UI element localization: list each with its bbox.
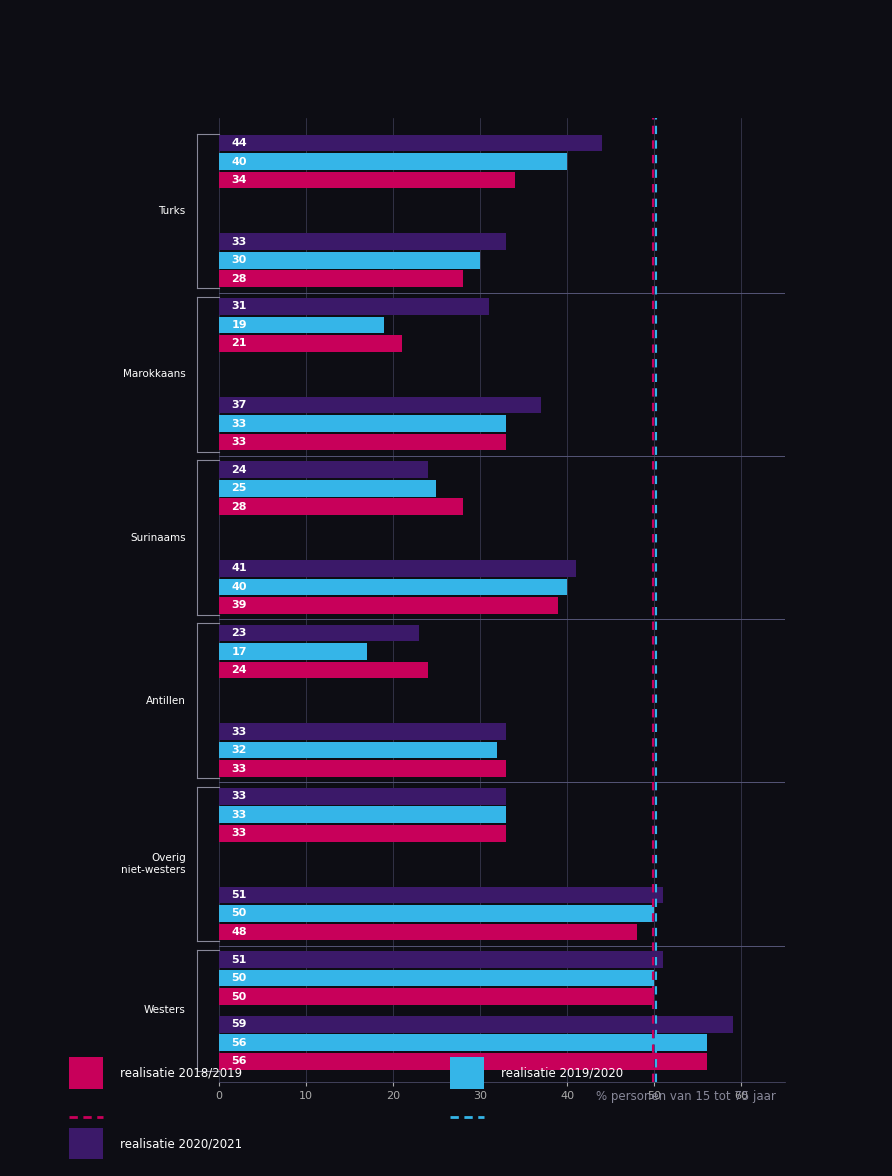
Bar xyxy=(219,270,463,287)
Text: 24: 24 xyxy=(232,664,247,675)
Bar xyxy=(219,742,498,759)
Text: 32: 32 xyxy=(232,746,247,755)
Text: 56: 56 xyxy=(232,1037,247,1048)
Text: 19: 19 xyxy=(232,320,247,330)
Bar xyxy=(219,415,506,432)
Bar xyxy=(219,153,567,171)
Text: 50: 50 xyxy=(232,908,247,918)
Text: 39: 39 xyxy=(232,600,247,610)
Bar xyxy=(219,643,367,660)
Bar xyxy=(219,396,541,414)
Text: 50: 50 xyxy=(232,991,247,1002)
Text: 30: 30 xyxy=(232,255,247,266)
Bar xyxy=(219,970,654,987)
Bar xyxy=(219,788,506,804)
Text: 51: 51 xyxy=(232,890,247,900)
Text: realisatie 2018/2019: realisatie 2018/2019 xyxy=(120,1067,242,1080)
Text: 51: 51 xyxy=(232,955,247,964)
Bar xyxy=(70,1128,103,1160)
Text: 56: 56 xyxy=(232,1056,247,1067)
Text: 33: 33 xyxy=(232,437,247,447)
Bar xyxy=(219,951,663,968)
Text: 17: 17 xyxy=(232,647,247,656)
Bar xyxy=(219,434,506,450)
Bar xyxy=(219,662,427,679)
Text: 33: 33 xyxy=(232,763,247,774)
Text: 31: 31 xyxy=(232,301,247,312)
Bar xyxy=(219,923,637,940)
Text: 33: 33 xyxy=(232,828,247,838)
Text: realisatie 2019/2020: realisatie 2019/2020 xyxy=(501,1067,624,1080)
Text: Marokkaans: Marokkaans xyxy=(123,369,186,379)
Bar xyxy=(219,760,506,777)
Text: 25: 25 xyxy=(232,483,247,493)
Text: 33: 33 xyxy=(232,236,247,247)
Bar xyxy=(219,234,506,250)
Bar xyxy=(219,172,515,188)
Text: Antillen: Antillen xyxy=(146,696,186,706)
Bar xyxy=(219,597,558,614)
Bar xyxy=(219,1016,732,1033)
Bar xyxy=(219,135,602,152)
Text: realisatie 2020/2021: realisatie 2020/2021 xyxy=(120,1137,242,1150)
Text: Surinaams: Surinaams xyxy=(130,533,186,542)
Bar xyxy=(219,826,506,842)
Bar xyxy=(219,461,427,479)
Text: 24: 24 xyxy=(232,465,247,475)
Text: 44: 44 xyxy=(232,138,247,148)
Text: 33: 33 xyxy=(232,791,247,801)
Text: Westers: Westers xyxy=(144,1005,186,1015)
Text: 34: 34 xyxy=(232,175,247,185)
Bar xyxy=(219,252,480,268)
Bar xyxy=(219,906,654,922)
Bar xyxy=(219,299,489,315)
Bar xyxy=(219,579,567,595)
Text: 37: 37 xyxy=(232,400,247,410)
Text: 40: 40 xyxy=(232,156,247,167)
Text: 28: 28 xyxy=(232,274,247,283)
Text: Overig
niet-westers: Overig niet-westers xyxy=(121,854,186,875)
Bar xyxy=(219,335,401,352)
Bar xyxy=(219,887,663,903)
Bar xyxy=(219,624,419,641)
Text: 21: 21 xyxy=(232,339,247,348)
Text: 33: 33 xyxy=(232,727,247,736)
Bar xyxy=(219,560,576,576)
Text: 41: 41 xyxy=(232,563,247,574)
Bar xyxy=(219,807,506,823)
Text: 48: 48 xyxy=(232,927,247,937)
Bar xyxy=(219,1053,706,1070)
Text: 33: 33 xyxy=(232,419,247,428)
Text: Turks: Turks xyxy=(159,206,186,216)
Bar xyxy=(219,988,654,1005)
Bar xyxy=(450,1057,484,1089)
Bar xyxy=(219,723,506,740)
Text: 59: 59 xyxy=(232,1020,247,1029)
Bar xyxy=(219,1035,706,1051)
Text: % personen van 15 tot 75 jaar: % personen van 15 tot 75 jaar xyxy=(596,1090,776,1103)
Text: 40: 40 xyxy=(232,582,247,592)
Text: 23: 23 xyxy=(232,628,247,639)
Text: 50: 50 xyxy=(232,973,247,983)
Text: 28: 28 xyxy=(232,502,247,512)
Text: 33: 33 xyxy=(232,810,247,820)
Bar xyxy=(219,480,436,496)
Bar xyxy=(219,316,384,333)
Bar xyxy=(70,1057,103,1089)
Bar xyxy=(219,499,463,515)
